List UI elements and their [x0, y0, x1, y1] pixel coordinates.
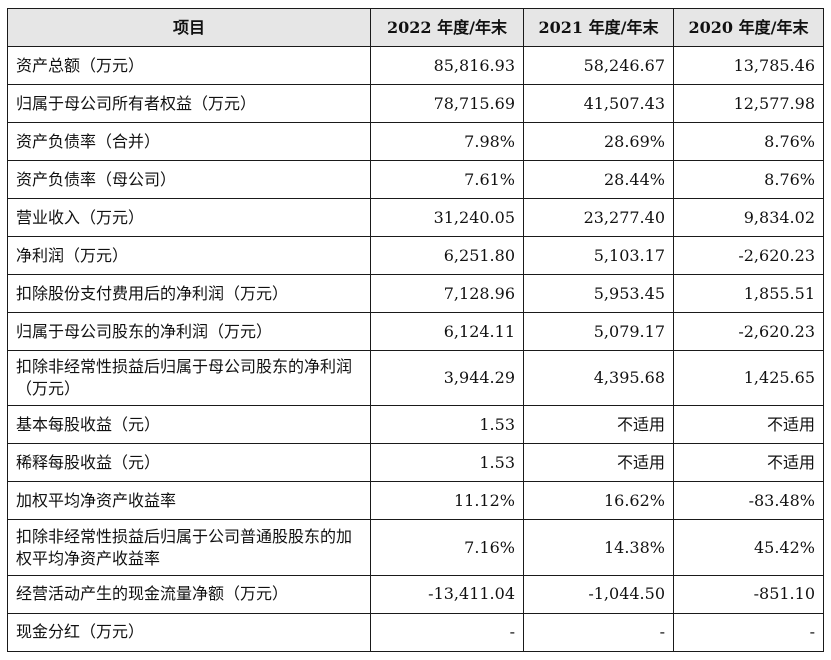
header-2022: 2022 年度/年末 — [370, 8, 524, 47]
cell-2020: - — [673, 612, 824, 653]
table-row: 稀释每股收益（元） 1.53 不适用 不适用 — [7, 443, 824, 483]
cell-2022: 6,251.80 — [370, 236, 524, 275]
cell-2021: 28.69% — [523, 122, 674, 161]
cell-2020: -851.10 — [673, 574, 824, 614]
cell-2021: 不适用 — [523, 405, 674, 445]
table-row: 扣除非经常性损益后归属于母公司股东的净利润（万元） 3,944.29 4,395… — [7, 349, 824, 407]
cell-2021: 23,277.40 — [523, 198, 674, 237]
table-header-row: 项目 2022 年度/年末 2021 年度/年末 2020 年度/年末 — [7, 8, 824, 47]
table-row: 营业收入（万元） 31,240.05 23,277.40 9,834.02 — [7, 198, 824, 237]
cell-2022: 31,240.05 — [370, 198, 524, 237]
table-row: 资产负债率（母公司） 7.61% 28.44% 8.76% — [7, 160, 824, 199]
cell-2021: 16.62% — [523, 481, 674, 521]
cell-2021: 28.44% — [523, 160, 674, 199]
table-row: 经营活动产生的现金流量净额（万元） -13,411.04 -1,044.50 -… — [7, 574, 824, 614]
row-label: 资产负债率（母公司） — [7, 160, 371, 199]
cell-2020: 8.76% — [673, 160, 824, 199]
cell-2021: -1,044.50 — [523, 574, 674, 614]
cell-2020: 12,577.98 — [673, 84, 824, 123]
cell-2020: 不适用 — [673, 443, 824, 483]
cell-2022: 6,124.11 — [370, 312, 524, 351]
cell-2022: 7.16% — [370, 519, 524, 576]
row-label: 稀释每股收益（元） — [7, 443, 371, 483]
header-item: 项目 — [7, 8, 371, 47]
table-row: 资产总额（万元） 85,816.93 58,246.67 13,785.46 — [7, 46, 824, 85]
cell-2020: 45.42% — [673, 519, 824, 576]
table-row: 扣除股份支付费用后的净利润（万元） 7,128.96 5,953.45 1,85… — [7, 274, 824, 313]
cell-2022: 7.61% — [370, 160, 524, 199]
row-label: 扣除非经常性损益后归属于母公司股东的净利润（万元） — [7, 349, 371, 407]
cell-2021: 5,953.45 — [523, 274, 674, 313]
cell-2020: -2,620.23 — [673, 236, 824, 275]
row-label: 净利润（万元） — [7, 236, 371, 275]
row-label: 资产负债率（合并） — [7, 122, 371, 161]
table-row: 扣除非经常性损益后归属于公司普通股股东的加权平均净资产收益率 7.16% 14.… — [7, 519, 824, 576]
header-2020: 2020 年度/年末 — [673, 8, 824, 47]
cell-2020: 1,855.51 — [673, 274, 824, 313]
cell-2020: 1,425.65 — [673, 349, 824, 407]
cell-2022: 1.53 — [370, 443, 524, 483]
cell-2020: 8.76% — [673, 122, 824, 161]
cell-2021: 58,246.67 — [523, 46, 674, 85]
row-label: 扣除股份支付费用后的净利润（万元） — [7, 274, 371, 313]
row-label: 基本每股收益（元） — [7, 405, 371, 445]
cell-2020: -2,620.23 — [673, 312, 824, 351]
cell-2022: - — [370, 612, 524, 653]
cell-2020: -83.48% — [673, 481, 824, 521]
cell-2022: 11.12% — [370, 481, 524, 521]
cell-2021: 不适用 — [523, 443, 674, 483]
cell-2022: 7,128.96 — [370, 274, 524, 313]
cell-2021: 5,103.17 — [523, 236, 674, 275]
cell-2021: 5,079.17 — [523, 312, 674, 351]
table-row: 现金分红（万元） - - - — [7, 612, 824, 653]
table-row: 净利润（万元） 6,251.80 5,103.17 -2,620.23 — [7, 236, 824, 275]
cell-2020: 不适用 — [673, 405, 824, 445]
table-row: 资产负债率（合并） 7.98% 28.69% 8.76% — [7, 122, 824, 161]
cell-2022: 1.53 — [370, 405, 524, 445]
row-label: 归属于母公司股东的净利润（万元） — [7, 312, 371, 351]
table-row: 基本每股收益（元） 1.53 不适用 不适用 — [7, 405, 824, 445]
cell-2022: 85,816.93 — [370, 46, 524, 85]
header-2021: 2021 年度/年末 — [523, 8, 674, 47]
cell-2021: 14.38% — [523, 519, 674, 576]
row-label: 经营活动产生的现金流量净额（万元） — [7, 574, 371, 614]
cell-2020: 9,834.02 — [673, 198, 824, 237]
cell-2022: -13,411.04 — [370, 574, 524, 614]
table-row: 加权平均净资产收益率 11.12% 16.62% -83.48% — [7, 481, 824, 521]
row-label: 现金分红（万元） — [7, 612, 371, 653]
financial-data-table: 项目 2022 年度/年末 2021 年度/年末 2020 年度/年末 资产总额… — [7, 8, 824, 653]
row-label: 扣除非经常性损益后归属于公司普通股股东的加权平均净资产收益率 — [7, 519, 371, 576]
cell-2022: 78,715.69 — [370, 84, 524, 123]
row-label: 营业收入（万元） — [7, 198, 371, 237]
cell-2021: - — [523, 612, 674, 653]
cell-2020: 13,785.46 — [673, 46, 824, 85]
row-label: 资产总额（万元） — [7, 46, 371, 85]
cell-2021: 41,507.43 — [523, 84, 674, 123]
row-label: 归属于母公司所有者权益（万元） — [7, 84, 371, 123]
row-label: 加权平均净资产收益率 — [7, 481, 371, 521]
cell-2022: 3,944.29 — [370, 349, 524, 407]
cell-2021: 4,395.68 — [523, 349, 674, 407]
table-row: 归属于母公司股东的净利润（万元） 6,124.11 5,079.17 -2,62… — [7, 312, 824, 351]
table-row: 归属于母公司所有者权益（万元） 78,715.69 41,507.43 12,5… — [7, 84, 824, 123]
cell-2022: 7.98% — [370, 122, 524, 161]
